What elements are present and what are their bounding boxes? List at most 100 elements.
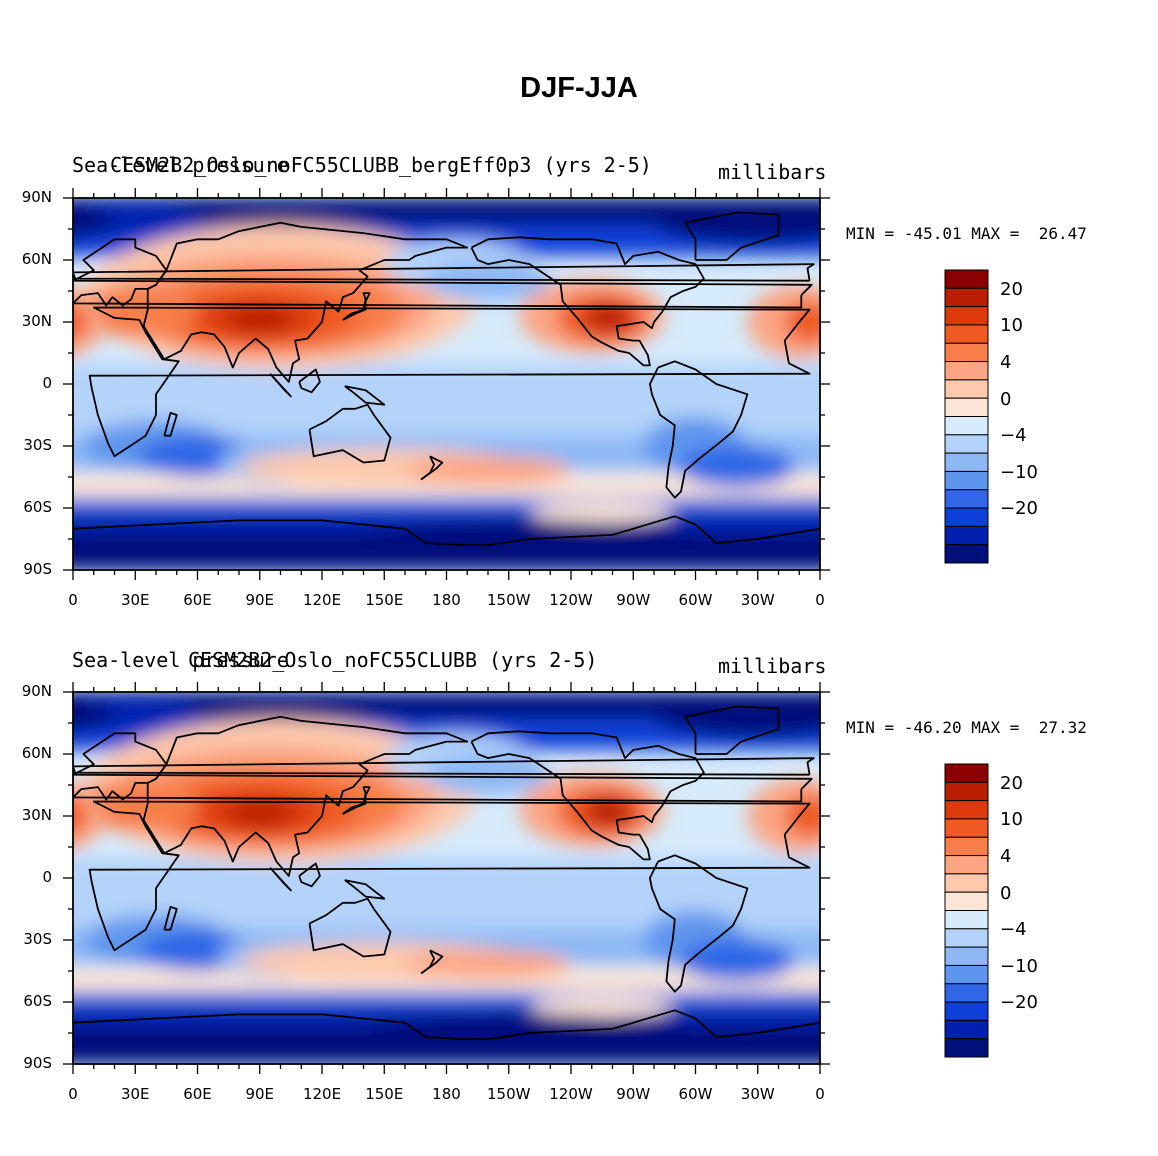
colorbar-1-label: −4 <box>1000 425 1027 447</box>
colorbar-swatch <box>944 287 989 308</box>
panel2-lon-tick-label: 120E <box>302 1085 342 1103</box>
panel1-lon-tick-label: 0 <box>815 591 825 609</box>
colorbar-swatch <box>944 964 989 985</box>
colorbar-1-label: 0 <box>1000 388 1012 410</box>
panel1-lat-tick-label: 0 <box>42 374 52 392</box>
colorbar-1-label: −10 <box>1000 461 1038 483</box>
colorbar-swatch <box>944 836 989 857</box>
colorbar-swatch <box>944 452 989 472</box>
colorbar-swatch <box>944 379 989 399</box>
colorbar-swatch <box>944 910 989 930</box>
panel2-lat-tick-label: 0 <box>42 868 52 886</box>
panel1-lat-tick-label: 90S <box>23 560 52 578</box>
panel1-lon-tick-label: 150E <box>365 591 404 609</box>
colorbar-swatch <box>944 1038 989 1058</box>
colorbar-swatch <box>944 1001 989 1021</box>
colorbar-2-label: 4 <box>1000 845 1012 867</box>
colorbar-swatch <box>944 306 989 326</box>
colorbar-2-label: 20 <box>1000 772 1023 794</box>
panel1-variable-label: Sea-level pressure <box>72 153 289 177</box>
panel2-lon-tick-label: 0 <box>68 1085 78 1103</box>
panel1-lon-tick-label: 150W <box>487 591 531 609</box>
panel1-lat-tick-label: 30N <box>21 312 52 330</box>
panel1-units-label: millibars <box>718 160 827 184</box>
colorbar-1-label: 10 <box>1000 315 1023 337</box>
panel2-min-value: -46.20 <box>903 718 962 737</box>
map-panel-1 <box>63 188 830 580</box>
colorbar-swatch <box>944 1019 989 1040</box>
panel1-min-label: MIN = <box>846 224 895 243</box>
colorbar-swatch <box>944 946 989 966</box>
panel1-lon-tick-label: 60W <box>678 591 713 609</box>
panel1-lat-tick-label: 60N <box>21 250 52 268</box>
colorbars <box>944 269 989 1058</box>
panel2-max-value: 27.32 <box>1038 718 1087 737</box>
panel1-lon-tick-label: 120W <box>549 591 593 609</box>
panel2-lon-tick-label: 150W <box>487 1085 531 1103</box>
panel2-lon-tick-label: 150E <box>365 1085 404 1103</box>
colorbar-1-label: −20 <box>1000 498 1038 520</box>
panel2-stats: MIN = -46.20 MAX = 27.32 <box>846 718 1087 737</box>
colorbar-swatch <box>944 983 989 1003</box>
panel2-lat-tick-label: 90S <box>23 1054 52 1072</box>
colorbar-swatch <box>944 507 989 527</box>
panel2-lat-tick-label: 60N <box>21 744 52 762</box>
panel1-case-label: CESM2B2_Oslo_noFC55CLUBB_bergEff0p3 (yrs… <box>110 153 652 177</box>
colorbar-swatch <box>944 324 989 344</box>
panel2-lon-tick-label: 90E <box>245 1085 275 1103</box>
panel2-lon-tick-label: 180 <box>432 1085 461 1103</box>
colorbar-swatch <box>944 855 989 875</box>
panel2-lon-tick-label: 30E <box>120 1085 150 1103</box>
map-panel-2 <box>63 682 830 1074</box>
colorbar-swatch <box>944 470 989 491</box>
colorbar-swatch <box>944 781 989 802</box>
panel2-lon-tick-label: 90W <box>616 1085 651 1103</box>
panel2-lon-tick-label: 120W <box>549 1085 593 1103</box>
panel2-lon-tick-label: 60E <box>183 1085 212 1103</box>
panel1-lon-tick-label: 120E <box>302 591 342 609</box>
panel1-lon-tick-label: 180 <box>432 591 461 609</box>
colorbar-swatch <box>944 342 989 363</box>
colorbar-2-label: 10 <box>1000 809 1023 831</box>
panel2-max-label: MAX = <box>971 718 1020 737</box>
colorbar-2-label: −4 <box>1000 919 1027 941</box>
panel1-lon-tick-label: 60E <box>183 591 212 609</box>
panel2-min-label: MIN = <box>846 718 895 737</box>
panel1-stats: MIN = -45.01 MAX = 26.47 <box>846 224 1087 243</box>
colorbar-1 <box>944 269 989 564</box>
panel1-lon-tick-label: 0 <box>68 591 78 609</box>
colorbar-swatch <box>944 416 989 436</box>
panel1-lon-tick-label: 30W <box>740 591 775 609</box>
panel1-min-value: -45.01 <box>903 224 962 243</box>
panel2-lat-tick-label: 90N <box>21 682 52 700</box>
panel2-lat-tick-label: 30S <box>23 930 52 948</box>
colorbar-swatch <box>944 434 989 454</box>
colorbar-2-label: −10 <box>1000 955 1038 977</box>
colorbar-swatch <box>944 489 989 509</box>
colorbar-swatch <box>944 269 989 289</box>
colorbar-swatch <box>944 873 989 893</box>
panel1-max-label: MAX = <box>971 224 1020 243</box>
colorbar-swatch <box>944 891 989 911</box>
panel1-lon-tick-label: 30E <box>120 591 150 609</box>
panel1-lat-tick-label: 30S <box>23 436 52 454</box>
colorbar-swatch <box>944 818 989 838</box>
figure-title: DJF-JJA <box>520 72 638 104</box>
panel2-case-label: CESM2B2_Oslo_noFC55CLUBB (yrs 2-5) <box>188 648 598 672</box>
panel1-lat-tick-label: 60S <box>23 498 52 516</box>
colorbar-2 <box>944 763 989 1058</box>
panel1-lon-tick-label: 90E <box>245 591 275 609</box>
panel1-lon-tick-label: 90W <box>616 591 651 609</box>
colorbar-swatch <box>944 763 989 783</box>
panel2-lon-tick-label: 60W <box>678 1085 713 1103</box>
panel2-lat-tick-label: 30N <box>21 806 52 824</box>
panel2-lon-tick-label: 30W <box>740 1085 775 1103</box>
colorbar-swatch <box>944 800 989 820</box>
panel1-max-value: 26.47 <box>1038 224 1087 243</box>
colorbar-1-label: 20 <box>1000 278 1023 300</box>
panel2-lat-tick-label: 60S <box>23 992 52 1010</box>
colorbar-1-label: 4 <box>1000 351 1012 373</box>
panel2-variable-label: Sea-level pressure <box>72 648 289 672</box>
colorbar-swatch <box>944 525 989 546</box>
